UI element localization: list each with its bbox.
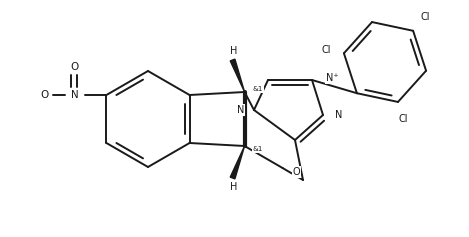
Polygon shape (230, 59, 244, 92)
Text: N⁺: N⁺ (326, 73, 339, 83)
Text: O: O (293, 167, 300, 177)
Polygon shape (230, 146, 244, 179)
Text: Cl: Cl (420, 12, 430, 23)
Text: Cl: Cl (322, 45, 331, 55)
Text: H: H (230, 46, 237, 56)
Text: O: O (40, 90, 49, 100)
Text: N: N (237, 105, 244, 115)
Text: N: N (335, 110, 342, 120)
Text: N: N (71, 90, 78, 100)
Text: O: O (70, 62, 78, 72)
Text: H: H (230, 182, 237, 192)
Text: &1: &1 (253, 86, 263, 92)
Text: &1: &1 (253, 146, 263, 152)
Text: Cl: Cl (399, 114, 408, 124)
